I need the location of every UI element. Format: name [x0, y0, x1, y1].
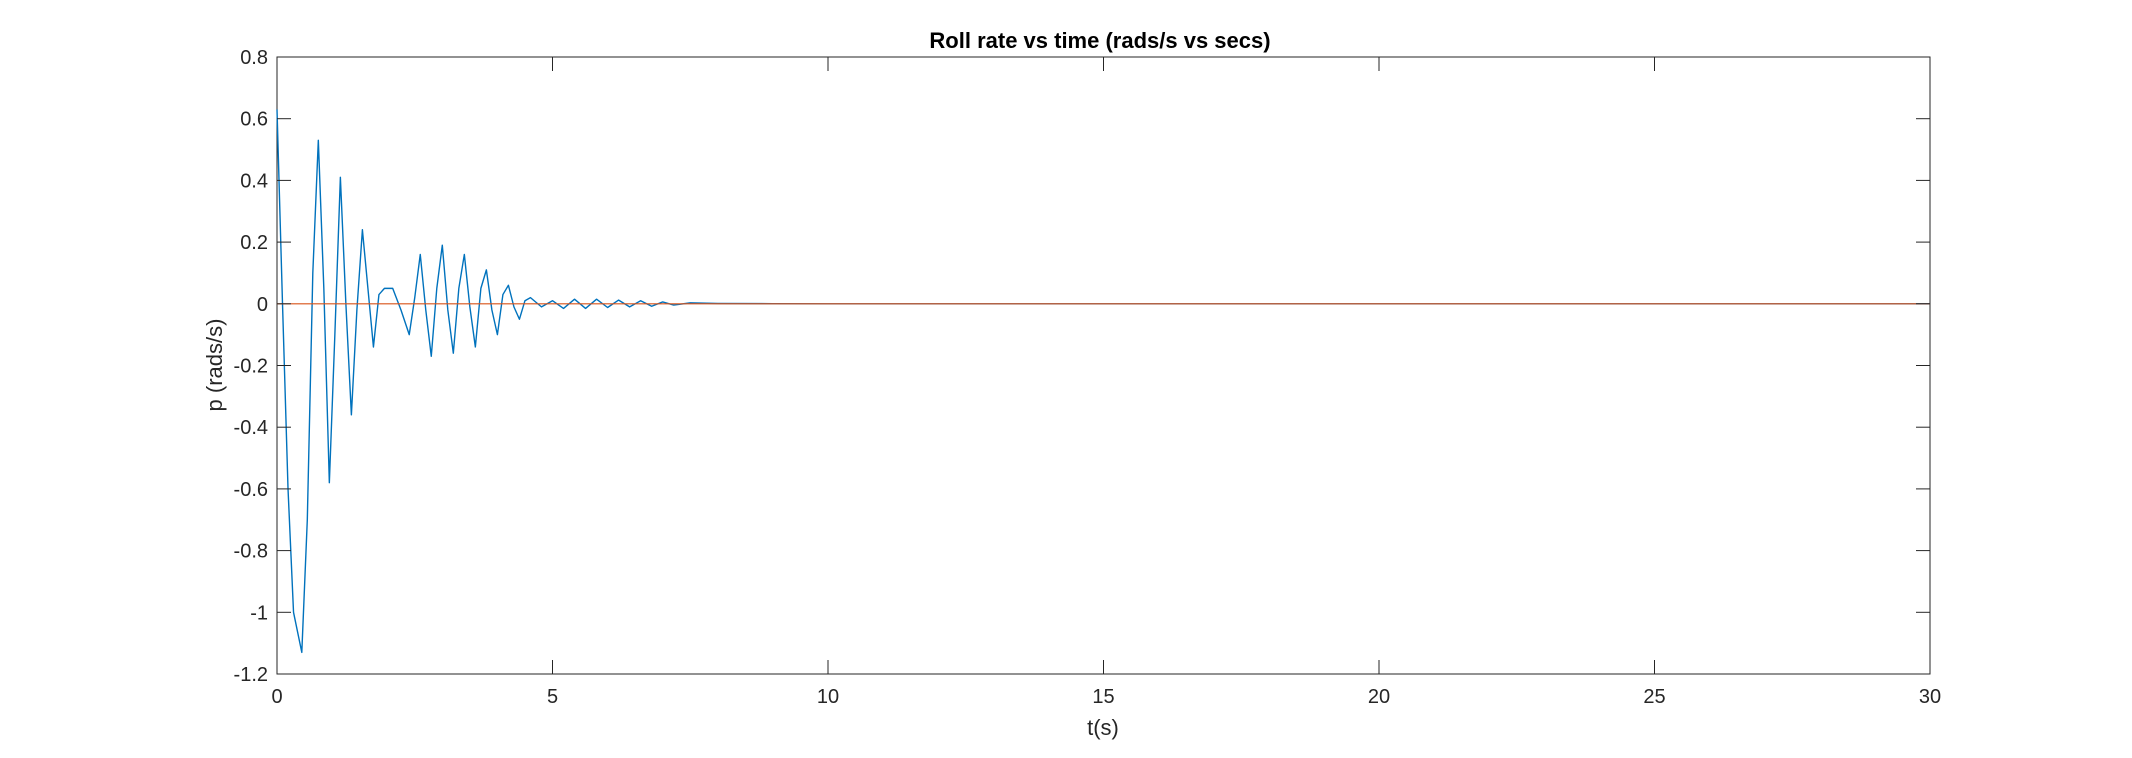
y-axis-label: p (rads/s)	[202, 319, 227, 412]
y-tick-label: -0.6	[234, 479, 268, 501]
y-tick-label: 0	[257, 294, 268, 316]
y-tick-label: -0.8	[234, 541, 268, 563]
y-tick-label: -1.2	[234, 664, 268, 686]
x-tick-label: 30	[1919, 686, 1941, 708]
x-tick-label: 25	[1643, 686, 1665, 708]
y-tick-label: 0.2	[240, 232, 268, 254]
y-tick-label: -0.2	[234, 356, 268, 378]
x-axis-label: t(s)	[1087, 715, 1119, 740]
y-tick-label: -0.4	[234, 417, 268, 439]
y-tick-label: -1	[250, 602, 268, 624]
chart-title: Roll rate vs time (rads/s vs secs)	[929, 28, 1270, 53]
plot-area: 0 5 10 15 20 25 30 -1.2 -1 -0.8 -0.6 -0.4 -0.2 0 0.2 0.…	[234, 47, 1942, 708]
y-tick-label: 0.8	[240, 47, 268, 69]
y-tick-label: 0.6	[240, 109, 268, 131]
x-tick-label: 15	[1092, 686, 1114, 708]
x-tick-label: 20	[1368, 686, 1390, 708]
axes-box	[276, 56, 1931, 675]
x-tick-label: 5	[547, 686, 558, 708]
series-layer	[276, 109, 1930, 654]
x-tick-label: 10	[817, 686, 839, 708]
x-tick-label: 0	[271, 686, 282, 708]
ticks-layer: 0 5 10 15 20 25 30 -1.2 -1 -0.8 -0.6 -0.4 -0.2 0 0.2 0.…	[234, 47, 1942, 708]
y-tick-label: 0.4	[240, 170, 268, 192]
